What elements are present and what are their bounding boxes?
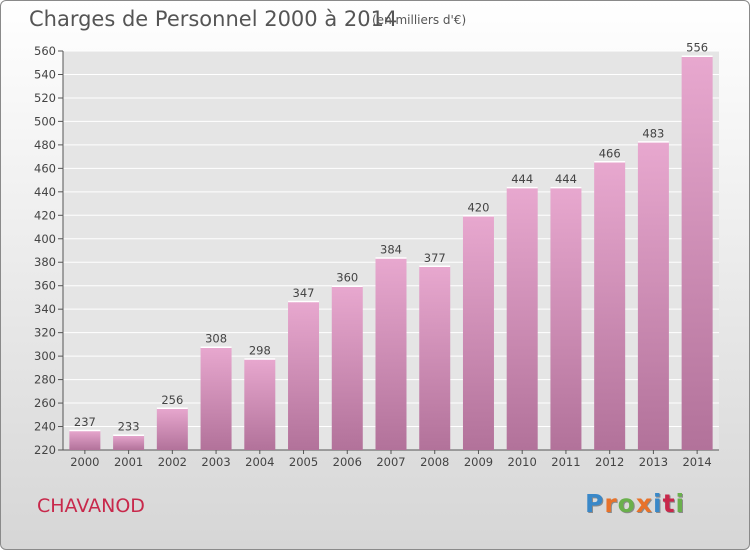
data-label: 256 [161,393,183,407]
logo-letter: r [604,489,618,518]
data-label: 233 [118,420,140,434]
bar [331,285,363,450]
x-tick-label: 2008 [420,455,449,469]
proxiti-logo: Proxiti [585,489,685,518]
logo-letter: i [675,489,686,518]
logo-letter: P [585,489,605,518]
x-tick-label: 2013 [639,455,668,469]
data-label: 347 [293,286,315,300]
data-label: 466 [599,146,621,160]
data-label: 444 [555,172,577,186]
x-tick-label: 2000 [70,455,99,469]
y-tick-label: 240 [34,420,56,434]
data-label: 444 [511,172,533,186]
x-tick-label: 2003 [201,455,230,469]
bar [288,300,320,450]
bar [506,187,538,451]
chart-subtitle: (en milliers d'€) [372,13,467,27]
x-tick-label: 2007 [376,455,405,469]
data-label: 237 [74,415,96,429]
y-tick-label: 420 [34,208,56,222]
chart-title: Charges de Personnel 2000 à 2014 [29,7,398,31]
bar [113,434,145,450]
y-tick-label: 460 [34,161,56,175]
y-tick-label: 260 [34,396,56,410]
bar [200,346,232,450]
y-tick-label: 280 [34,373,56,387]
data-label: 298 [249,343,271,357]
y-tick-label: 400 [34,232,56,246]
logo-letter: t [662,489,676,518]
y-tick-label: 220 [34,443,56,457]
logo-letter: i [653,489,663,518]
y-tick-label: 380 [34,255,56,269]
city-name: CHAVANOD [37,495,145,517]
x-tick-label: 2011 [551,455,580,469]
y-tick-label: 560 [34,44,56,58]
data-label: 420 [467,200,489,214]
x-tick-label: 2006 [333,455,362,469]
x-tick-label: 2010 [508,455,537,469]
y-tick-label: 520 [34,91,56,105]
bar [681,55,713,450]
bar [419,265,451,450]
bar [244,358,276,450]
bar [637,141,669,451]
x-tick-label: 2012 [595,455,624,469]
x-tick-label: 2005 [289,455,318,469]
data-label: 483 [642,126,664,140]
x-tick-label: 2014 [682,455,711,469]
x-tick-label: 2001 [114,455,143,469]
y-tick-label: 320 [34,326,56,340]
logo-letter: o [617,489,636,518]
y-tick-label: 480 [34,138,56,152]
bar [375,257,407,450]
bar [462,215,494,450]
bar [594,161,626,450]
data-label: 360 [336,271,358,285]
data-label: 308 [205,332,227,346]
y-tick-label: 440 [34,185,56,199]
data-label: 384 [380,243,402,257]
x-tick-label: 2002 [158,455,187,469]
bar [69,430,101,450]
y-tick-label: 340 [34,302,56,316]
data-label: 377 [424,251,446,265]
x-tick-label: 2009 [464,455,493,469]
x-tick-label: 2004 [245,455,274,469]
y-tick-label: 540 [34,67,56,81]
y-tick-label: 300 [34,349,56,363]
y-tick-label: 360 [34,279,56,293]
y-tick-label: 500 [34,114,56,128]
data-label: 556 [686,41,708,55]
bar [156,407,188,450]
bar [550,187,582,451]
logo-letter: x [635,489,653,518]
